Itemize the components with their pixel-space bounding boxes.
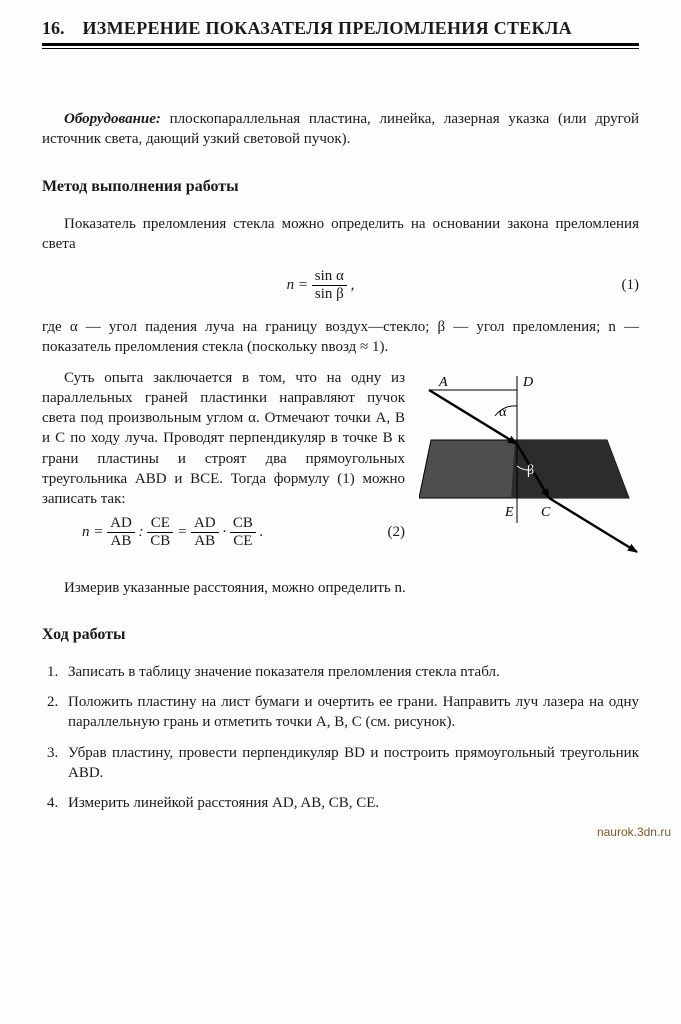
method-conclusion: Измерив указанные расстояния, можно опре… [42,578,639,598]
eq2-number: (2) [365,524,405,541]
eq1-number: (1) [599,277,639,294]
eq1-num: sin α [312,268,347,285]
procedure-step: Убрав пластину, провести перпендикуляр B… [62,743,639,784]
eq2-mid1: : [135,524,148,540]
eq2-f4-num: CB [230,515,256,532]
eq2-f1-den: AB [107,532,135,550]
eq2-frac3: AD AB [191,515,219,550]
eq2-lhs: n = [82,524,103,540]
method-intro: Показатель преломления стекла можно опре… [42,214,639,255]
eq2-mid2: = [173,524,191,540]
procedure-heading: Ход работы [42,626,639,644]
exit-ray [549,498,637,552]
eq2-frac1: AD AB [107,515,135,550]
label-alpha: α [499,405,507,420]
label-B: B [521,427,530,442]
equipment-label: Оборудование: [64,111,161,127]
equation-2: n = AD AB : CE CB = AD AB · CB CE . [42,515,405,550]
equipment-paragraph: Оборудование: плоскопараллельная пластин… [42,109,639,150]
eq2-f4-den: CE [230,532,256,550]
watermark: naurok.3dn.ru [597,825,671,839]
procedure-steps-list: Записать в таблицу значение показателя п… [42,662,639,814]
label-E: E [504,505,514,520]
label-beta: β [527,463,534,478]
eq2-frac2: CE CB [147,515,173,550]
label-C: C [541,505,551,520]
eq1-fraction: sin α sin β [312,268,347,303]
eq2-f3-num: AD [191,515,219,532]
procedure-step: Положить пластину на лист бумаги и очерт… [62,692,639,733]
procedure-step: Измерить линейкой расстояния AD, AB, CB,… [62,793,639,813]
eq2-f1-num: AD [107,515,135,532]
eq1-lhs: n = [287,277,308,293]
rule-thick [42,43,639,46]
eq2-f2-den: CB [147,532,173,550]
procedure-step: Записать в таблицу значение показателя п… [62,662,639,682]
eq1-den: sin β [312,285,347,303]
method-body: Суть опыта заключается в том, что на одн… [42,368,405,510]
page-header: 16. ИЗМЕРЕНИЕ ПОКАЗАТЕЛЯ ПРЕЛОМЛЕНИЯ СТЕ… [42,18,639,39]
eq1-tail: , [347,277,355,293]
method-heading: Метод выполнения работы [42,178,639,196]
label-A: A [438,375,448,390]
eq2-f2-num: CE [147,515,173,532]
eq2-mid3: · [219,524,230,540]
label-D: D [522,375,533,390]
refraction-figure: A D B E C α β [419,368,639,568]
header-number: 16. [42,18,65,39]
eq2-tail: . [256,524,264,540]
eq2-frac4: CB CE [230,515,256,550]
header-title: ИЗМЕРЕНИЕ ПОКАЗАТЕЛЯ ПРЕЛОМЛЕНИЯ СТЕКЛА [83,18,572,39]
equation-1: n = sin α sin β , (1) [42,268,639,303]
method-after-eq1: где α — угол падения луча на границу воз… [42,317,639,358]
eq2-f3-den: AB [191,532,219,550]
